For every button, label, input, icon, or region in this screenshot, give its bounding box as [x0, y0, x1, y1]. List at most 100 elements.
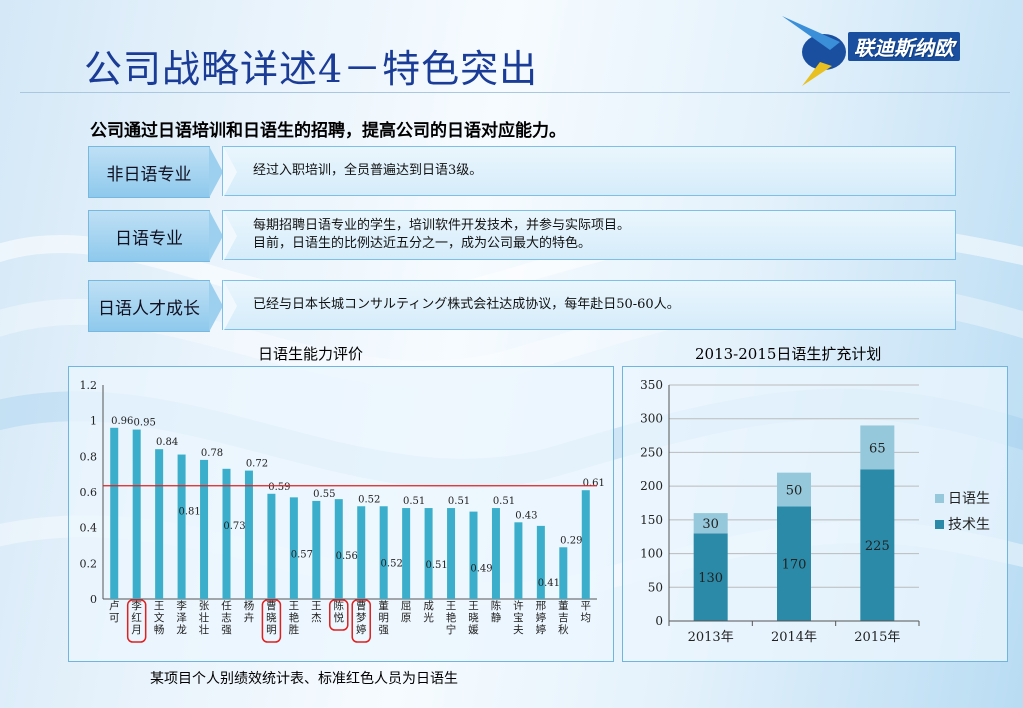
bar: [379, 506, 388, 599]
bar: [200, 459, 209, 599]
y-tick-label: 250: [640, 445, 663, 459]
y-tick-label: 150: [640, 513, 663, 527]
data-label: 0.61: [583, 478, 605, 489]
data-label: 0.81: [178, 507, 200, 518]
bar: [559, 547, 568, 599]
data-label: 30: [702, 517, 719, 532]
expansion-stacked-chart: 0 50 100 150 200 250 300 350 130 30 2013年 170 50 2014…: [640, 378, 990, 645]
stacked-chart-panel: 0 50 100 150 200 250 300 350 130 30 2013年 170 50 2014…: [622, 366, 1008, 662]
stacked-bar-segment: [777, 506, 811, 621]
x-tick-label: 王艳胜: [289, 600, 300, 636]
bar: [424, 508, 433, 599]
x-tick-label: 董吉秋: [558, 599, 569, 636]
data-label: 0.73: [223, 521, 245, 532]
row-text-line: 经过入职培训，全员普遍达到日语3级。: [253, 163, 483, 178]
data-label: 0.43: [515, 510, 537, 521]
x-tick-label: 任志强: [221, 599, 232, 636]
bar: [110, 427, 119, 599]
y-tick-label: 0.6: [80, 486, 98, 499]
x-tick-label: 平均: [581, 600, 592, 624]
row-label: 日语专业: [88, 210, 223, 262]
y-tick-label: 350: [640, 378, 663, 392]
data-label: 0.51: [425, 560, 447, 571]
x-tick-label: 曹晓明: [266, 599, 277, 636]
bar: [222, 468, 231, 599]
data-label: 225: [865, 539, 890, 554]
highlight-box: [261, 599, 282, 643]
bar: [132, 429, 141, 599]
y-tick-label: 0: [655, 614, 663, 628]
data-label: 0.95: [134, 418, 156, 429]
legend-label: 技术生: [948, 517, 990, 533]
legend-swatch: [935, 520, 944, 529]
bar: [469, 511, 478, 599]
x-tick-label: 2013年: [688, 630, 734, 645]
data-label: 0.84: [156, 437, 178, 448]
highlight-box: [126, 599, 147, 643]
stacked-bar-segment: [693, 513, 728, 534]
x-tick-label: 王杰: [311, 600, 322, 624]
row-japanese-major: 日语专业 每期招聘日语专业的学生，培训软件开发技术，并参与实际项目。 目前，日语…: [88, 210, 958, 262]
x-tick-label: 卢可: [109, 599, 120, 624]
x-tick-label: 李泽龙: [176, 599, 187, 636]
y-tick-label: 0.8: [80, 450, 98, 463]
stacked-bar-segment: [777, 472, 811, 507]
row-text-line: 目前，日语生的比例达近五分之一，成为公司最大的特色。: [253, 236, 592, 251]
y-tick-label: 200: [640, 479, 663, 493]
data-label: 0.49: [470, 564, 492, 575]
x-tick-label: 2014年: [771, 630, 817, 645]
x-tick-label: 张壮壮: [199, 600, 210, 636]
bar: [581, 490, 590, 599]
company-logo: [782, 16, 846, 86]
y-tick-label: 0: [90, 593, 97, 606]
bar: [334, 499, 343, 599]
y-tick-label: 100: [640, 547, 663, 561]
data-label: 170: [782, 558, 807, 573]
bar: [312, 500, 321, 599]
legend-label: 日语生: [948, 491, 990, 507]
bar: [177, 454, 186, 599]
x-tick-label: 董明强: [378, 599, 389, 636]
data-label: 130: [698, 571, 723, 586]
stacked-bar-segment: [693, 533, 728, 621]
data-label: 0.56: [336, 551, 358, 562]
x-tick-label: 杨卉: [244, 599, 255, 624]
data-label: 0.51: [448, 496, 470, 507]
highlight-box: [351, 599, 371, 643]
bar-chart-panel: 0 0.2 0.4 0.6 0.8 1 1.2 0.96 卢可 0.95 李红月 0.84 王文畅 0.8…: [68, 366, 614, 662]
stacked-bar-segment: [860, 469, 895, 621]
data-label: 0.96: [111, 416, 133, 427]
data-label: 0.29: [560, 535, 582, 546]
bar: [289, 497, 298, 599]
bar: [244, 470, 253, 599]
y-tick-label: 0.4: [80, 522, 98, 535]
x-tick-label: 王艳宁: [446, 600, 457, 636]
stacked-bar-segment: [860, 425, 895, 470]
y-tick-label: 1: [90, 415, 97, 428]
bar: [155, 449, 164, 599]
legend-swatch: [935, 494, 944, 503]
data-label: 50: [786, 484, 803, 499]
row-label: 非日语专业: [88, 146, 223, 198]
data-label: 65: [869, 441, 886, 456]
page-title: 公司战略详述4－特色突出: [84, 47, 539, 91]
performance-bar-chart: 00.20.40.60.811.20.96卢可0.95李红月0.84王文畅0.8…: [80, 379, 605, 643]
x-tick-label: 许宝夫: [513, 599, 524, 636]
highlight-box: [329, 599, 349, 631]
chart-caption: 某项目个人别绩效统计表、标准红色人员为日语生: [150, 671, 458, 687]
bar: [514, 522, 523, 599]
data-label: 0.55: [313, 489, 335, 500]
x-tick-label: 王晓媛: [468, 600, 479, 636]
row-text-line: 已经与日本长城コンサルティング株式会社达成协议，每年赴日50-60人。: [253, 297, 680, 312]
subtitle: 公司通过日语培训和日语生的招聘，提高公司的日语对应能力。: [90, 121, 566, 141]
x-tick-label: 屈原: [401, 600, 412, 624]
data-label: 0.59: [268, 482, 290, 493]
x-tick-label: 王文畅: [154, 600, 165, 636]
right-chart-title: 2013-2015日语生扩充计划: [695, 345, 882, 363]
title-divider: [20, 92, 1010, 93]
bar: [536, 525, 545, 599]
row-description: 已经与日本长城コンサルティング株式会社达成协议，每年赴日50-60人。: [222, 280, 956, 332]
x-tick-label: 邢婷婷: [536, 600, 547, 636]
data-label: 0.51: [403, 496, 425, 507]
bar: [491, 508, 500, 599]
